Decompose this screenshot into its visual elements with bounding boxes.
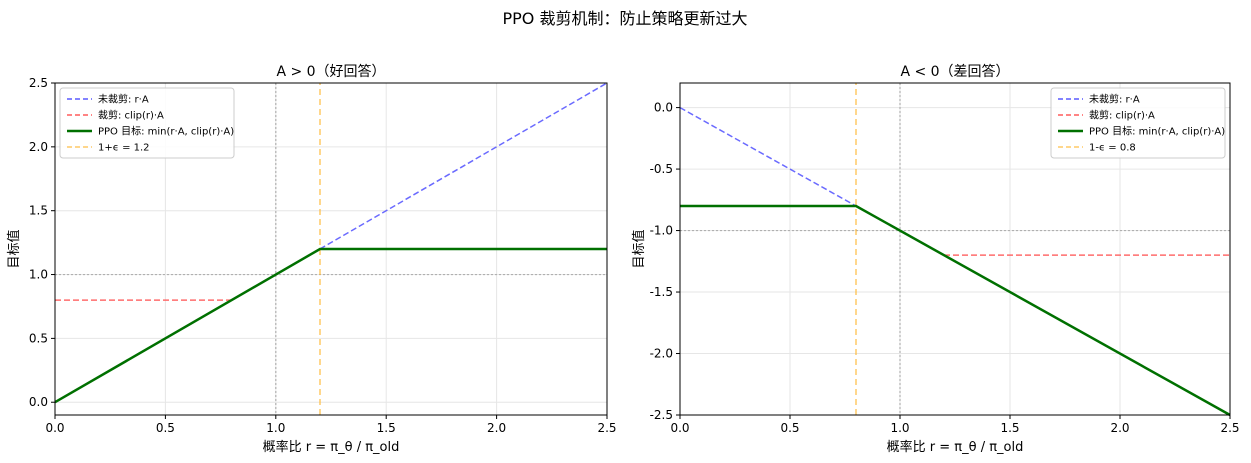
x-tick-label: 1.5 [377, 421, 396, 435]
panel-title: A > 0（好回答） [276, 63, 385, 80]
panel-title: A < 0（差回答） [900, 63, 1009, 80]
y-tick-label: -2.5 [650, 408, 673, 422]
x-tick-label: 0.5 [780, 421, 799, 435]
y-tick-label: 0.5 [29, 331, 48, 345]
series-line-unclipped [679, 106, 857, 207]
y-tick-label: 1.5 [29, 204, 48, 218]
y-tick-label: -2.0 [650, 347, 673, 361]
x-tick-label: 2.0 [487, 421, 506, 435]
legend-box [59, 87, 235, 159]
figure-title: PPO 裁剪机制：防止策略更新过大 [503, 9, 748, 28]
y-axis-label: 目标值 [631, 229, 647, 268]
legend-label: 未裁剪: r·A [1089, 93, 1140, 106]
x-tick-label: 2.5 [1220, 421, 1239, 435]
y-tick-label: -1.5 [650, 285, 673, 299]
x-axis-label: 概率比 r = π_θ / π_old [887, 439, 1024, 455]
x-tick-label: 0.5 [156, 421, 175, 435]
x-tick-label: 0.0 [45, 421, 64, 435]
series-line-objective [54, 247, 607, 404]
legend-label: PPO 目标: min(r·A, clip(r)·A) [1089, 126, 1225, 138]
x-tick-label: 2.5 [597, 421, 616, 435]
legend-label: 1+ϵ = 1.2 [98, 143, 150, 154]
series-line-objective [680, 204, 1231, 417]
series-line-unclipped [54, 82, 608, 403]
y-tick-label: 0.0 [654, 101, 673, 115]
y-tick-label: 2.5 [29, 76, 48, 90]
x-tick-label: 1.0 [266, 421, 285, 435]
x-axis-label: 概率比 r = π_θ / π_old [263, 439, 400, 455]
legend-label: 1-ϵ = 0.8 [1089, 143, 1136, 154]
axes-frame [54, 82, 608, 416]
x-tick-label: 1.5 [1000, 421, 1019, 435]
legend-label: 裁剪: clip(r)·A [1089, 109, 1155, 122]
legend-label: 未裁剪: r·A [98, 93, 149, 106]
legend-box [1050, 87, 1226, 159]
panel-bad-answer: 0.0 0.5 1.0 1.5 2.0 2.5 0.0 -0.5 -1.0 -1.5 -2.0 -2.… [631, 63, 1240, 455]
legend: 未裁剪: r·A 裁剪: clip(r)·A PPO 目标: min(r·A, cl… [1050, 87, 1226, 159]
x-tick-label: 2.0 [1110, 421, 1129, 435]
axes-frame [679, 82, 1231, 416]
x-tick-label: 0.0 [670, 421, 689, 435]
y-tick-label: 2.0 [29, 140, 48, 154]
legend-label: PPO 目标: min(r·A, clip(r)·A) [98, 126, 234, 138]
panel-good-answer: 0.0 0.5 1.0 1.5 2.0 2.5 0.0 0.5 1.0 1.5 2.0 2.5 A > … [6, 63, 617, 455]
y-axis-label: 目标值 [6, 229, 22, 268]
y-tick-label: 1.0 [29, 268, 48, 282]
y-tick-label: 0.0 [29, 395, 48, 409]
y-tick-label: -0.5 [650, 162, 673, 176]
legend: 未裁剪: r·A 裁剪: clip(r)·A PPO 目标: min(r·A, cl… [59, 87, 235, 159]
y-tick-label: -1.0 [650, 224, 673, 238]
legend-label: 裁剪: clip(r)·A [98, 109, 164, 122]
x-tick-label: 1.0 [890, 421, 909, 435]
